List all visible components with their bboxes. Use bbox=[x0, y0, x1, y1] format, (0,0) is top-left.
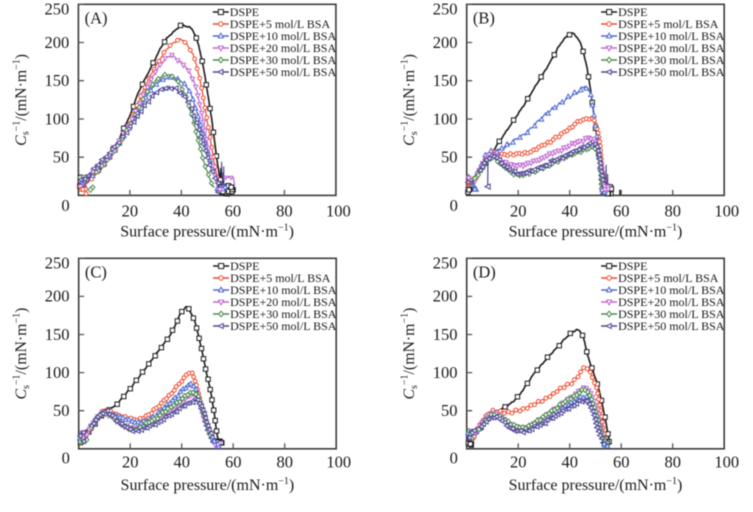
svg-text:DSPE: DSPE bbox=[618, 259, 647, 273]
svg-text:80: 80 bbox=[276, 453, 293, 472]
svg-text:Surface pressure/(mN·m−1): Surface pressure/(mN·m−1) bbox=[120, 223, 294, 241]
svg-text:0: 0 bbox=[450, 196, 458, 215]
svg-text:DSPE+5 mol/L BSA: DSPE+5 mol/L BSA bbox=[618, 17, 719, 31]
svg-text:(B): (B) bbox=[473, 9, 495, 28]
svg-text:100: 100 bbox=[326, 453, 351, 472]
svg-text:DSPE+20 mol/L BSA: DSPE+20 mol/L BSA bbox=[230, 41, 337, 55]
svg-text:150: 150 bbox=[433, 71, 458, 90]
svg-text:Surface pressure/(mN·m−1): Surface pressure/(mN·m−1) bbox=[121, 476, 295, 494]
svg-text:40: 40 bbox=[561, 453, 578, 472]
svg-text:150: 150 bbox=[44, 71, 69, 90]
svg-text:DSPE: DSPE bbox=[230, 5, 259, 19]
svg-text:DSPE+30 mol/L BSA: DSPE+30 mol/L BSA bbox=[618, 53, 725, 67]
svg-text:20: 20 bbox=[510, 201, 527, 220]
svg-text:DSPE+5 mol/L BSA: DSPE+5 mol/L BSA bbox=[230, 17, 331, 31]
svg-text:(D): (D) bbox=[473, 263, 496, 282]
svg-text:80: 80 bbox=[664, 453, 681, 472]
svg-text:50: 50 bbox=[441, 401, 458, 420]
svg-text:50: 50 bbox=[441, 148, 458, 167]
svg-text:Cs−1/(mN·m−1): Cs−1/(mN·m−1) bbox=[400, 54, 420, 146]
svg-text:0: 0 bbox=[61, 196, 69, 215]
svg-text:DSPE: DSPE bbox=[618, 5, 647, 19]
svg-text:DSPE+20 mol/L BSA: DSPE+20 mol/L BSA bbox=[618, 41, 725, 55]
svg-text:60: 60 bbox=[613, 453, 630, 472]
svg-text:40: 40 bbox=[561, 201, 578, 220]
svg-text:100: 100 bbox=[714, 453, 739, 472]
svg-text:DSPE+10 mol/L BSA: DSPE+10 mol/L BSA bbox=[618, 283, 725, 297]
svg-text:DSPE+30 mol/L BSA: DSPE+30 mol/L BSA bbox=[618, 307, 725, 321]
svg-text:200: 200 bbox=[433, 287, 458, 306]
svg-text:200: 200 bbox=[45, 287, 70, 306]
svg-text:250: 250 bbox=[433, 0, 458, 19]
svg-text:Surface pressure/(mN·m−1): Surface pressure/(mN·m−1) bbox=[509, 476, 683, 494]
svg-text:(A): (A) bbox=[85, 9, 108, 28]
svg-text:100: 100 bbox=[433, 109, 458, 128]
svg-text:DSPE+5 mol/L BSA: DSPE+5 mol/L BSA bbox=[230, 271, 331, 285]
svg-text:DSPE+20 mol/L BSA: DSPE+20 mol/L BSA bbox=[230, 295, 337, 309]
svg-text:Cs−1/(mN·m−1): Cs−1/(mN·m−1) bbox=[11, 54, 31, 146]
svg-text:100: 100 bbox=[433, 363, 458, 382]
svg-text:(C): (C) bbox=[85, 263, 107, 282]
svg-text:250: 250 bbox=[433, 254, 458, 273]
svg-text:0: 0 bbox=[450, 449, 458, 468]
svg-text:DSPE+30 mol/L BSA: DSPE+30 mol/L BSA bbox=[230, 307, 337, 321]
svg-text:100: 100 bbox=[326, 201, 351, 220]
svg-text:DSPE+50 mol/L BSA: DSPE+50 mol/L BSA bbox=[618, 319, 725, 333]
svg-text:80: 80 bbox=[664, 201, 681, 220]
svg-text:DSPE+50 mol/L BSA: DSPE+50 mol/L BSA bbox=[230, 65, 337, 79]
svg-text:20: 20 bbox=[510, 453, 527, 472]
svg-text:80: 80 bbox=[276, 201, 293, 220]
svg-text:100: 100 bbox=[45, 363, 70, 382]
svg-text:50: 50 bbox=[53, 148, 70, 167]
svg-text:DSPE+5 mol/L BSA: DSPE+5 mol/L BSA bbox=[618, 271, 719, 285]
svg-text:0: 0 bbox=[62, 449, 70, 468]
svg-text:100: 100 bbox=[714, 201, 739, 220]
svg-text:60: 60 bbox=[225, 453, 242, 472]
svg-text:DSPE+20 mol/L BSA: DSPE+20 mol/L BSA bbox=[618, 295, 725, 309]
svg-text:200: 200 bbox=[44, 33, 69, 52]
svg-text:20: 20 bbox=[122, 453, 139, 472]
svg-text:DSPE+10 mol/L BSA: DSPE+10 mol/L BSA bbox=[230, 29, 337, 43]
svg-text:DSPE+10 mol/L BSA: DSPE+10 mol/L BSA bbox=[230, 283, 337, 297]
svg-text:50: 50 bbox=[53, 401, 70, 420]
svg-text:DSPE+50 mol/L BSA: DSPE+50 mol/L BSA bbox=[230, 319, 337, 333]
svg-text:40: 40 bbox=[173, 453, 190, 472]
svg-text:DSPE+30 mol/L BSA: DSPE+30 mol/L BSA bbox=[230, 53, 337, 67]
svg-text:100: 100 bbox=[44, 109, 69, 128]
svg-text:250: 250 bbox=[44, 0, 69, 19]
svg-text:60: 60 bbox=[225, 201, 242, 220]
svg-text:200: 200 bbox=[433, 33, 458, 52]
svg-text:250: 250 bbox=[45, 254, 70, 273]
svg-text:60: 60 bbox=[613, 201, 630, 220]
svg-text:150: 150 bbox=[45, 325, 70, 344]
svg-text:20: 20 bbox=[122, 201, 139, 220]
svg-text:40: 40 bbox=[173, 201, 190, 220]
svg-text:Cs−1/(mN·m−1): Cs−1/(mN·m−1) bbox=[400, 308, 420, 400]
svg-text:Cs−1/(mN·m−1): Cs−1/(mN·m−1) bbox=[12, 308, 32, 400]
svg-text:DSPE: DSPE bbox=[230, 259, 259, 273]
svg-text:Surface pressure/(mN·m−1): Surface pressure/(mN·m−1) bbox=[509, 223, 683, 241]
svg-text:DSPE+10 mol/L BSA: DSPE+10 mol/L BSA bbox=[618, 29, 725, 43]
svg-text:DSPE+50 mol/L BSA: DSPE+50 mol/L BSA bbox=[618, 65, 725, 79]
svg-text:150: 150 bbox=[433, 325, 458, 344]
